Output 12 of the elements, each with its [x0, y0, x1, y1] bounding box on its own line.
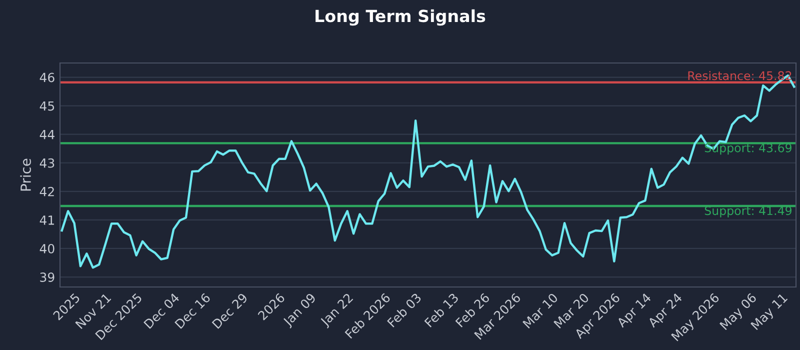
y-tick-label: 42 [40, 186, 54, 196]
y-tick-label: 41 [40, 216, 54, 225]
y-tick-label: 39 [40, 272, 54, 282]
ref-line-label: Resistance: 45.82 [688, 70, 792, 80]
y-tick-label: 44 [40, 130, 54, 140]
y-tick-label: 43 [40, 158, 54, 168]
y-tick-label: 46 [40, 72, 54, 82]
y-tick-label: 40 [40, 244, 54, 254]
x-tick-label: Dec 29 [212, 292, 248, 329]
y-tick-label: 45 [40, 101, 54, 111]
y-axis-title: Price [20, 158, 31, 191]
chart-title: Long Term Signals [316, 9, 486, 26]
